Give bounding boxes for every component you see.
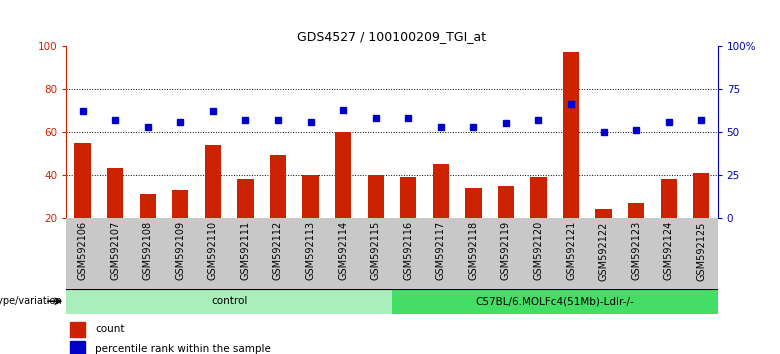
Bar xyxy=(555,218,587,289)
Text: GSM592111: GSM592111 xyxy=(240,221,250,280)
Bar xyxy=(66,218,99,289)
Text: GSM592109: GSM592109 xyxy=(176,221,186,280)
Bar xyxy=(197,218,229,289)
Text: count: count xyxy=(95,324,125,335)
Bar xyxy=(335,132,351,218)
Text: GSM592120: GSM592120 xyxy=(534,221,544,280)
Text: genotype/variation: genotype/variation xyxy=(0,296,62,306)
Bar xyxy=(490,218,523,289)
Text: GSM592115: GSM592115 xyxy=(370,221,381,280)
Bar xyxy=(433,164,449,218)
Bar xyxy=(327,218,360,289)
Bar xyxy=(563,52,580,218)
Text: GSM592107: GSM592107 xyxy=(110,221,120,280)
Bar xyxy=(620,218,652,289)
Text: GSM592116: GSM592116 xyxy=(403,221,413,280)
Text: GSM592122: GSM592122 xyxy=(598,221,608,281)
Bar xyxy=(172,190,189,218)
Bar xyxy=(294,218,327,289)
Bar xyxy=(367,175,384,218)
Text: GSM592108: GSM592108 xyxy=(143,221,153,280)
Text: GSM592118: GSM592118 xyxy=(468,221,478,280)
Bar xyxy=(66,289,392,314)
Bar xyxy=(69,322,85,337)
Bar xyxy=(107,169,123,218)
Bar xyxy=(74,143,90,218)
Title: GDS4527 / 100100209_TGI_at: GDS4527 / 100100209_TGI_at xyxy=(297,30,487,44)
Bar xyxy=(237,179,254,218)
Bar xyxy=(628,203,644,218)
Text: GSM592121: GSM592121 xyxy=(566,221,576,280)
Bar xyxy=(392,289,734,314)
Bar xyxy=(164,218,197,289)
Bar xyxy=(360,218,392,289)
Text: GSM592110: GSM592110 xyxy=(207,221,218,280)
Text: GSM592113: GSM592113 xyxy=(306,221,316,280)
Bar xyxy=(424,218,457,289)
Bar xyxy=(685,218,718,289)
Bar xyxy=(69,341,85,354)
Text: GSM592106: GSM592106 xyxy=(77,221,87,280)
Text: GSM592112: GSM592112 xyxy=(273,221,283,280)
Bar xyxy=(400,177,417,218)
Bar xyxy=(587,218,620,289)
Bar xyxy=(465,188,481,218)
Bar xyxy=(661,179,677,218)
Bar xyxy=(530,177,547,218)
Text: GSM592124: GSM592124 xyxy=(664,221,674,280)
Bar xyxy=(392,218,424,289)
Bar xyxy=(498,185,514,218)
Text: GSM592119: GSM592119 xyxy=(501,221,511,280)
Text: C57BL/6.MOLFc4(51Mb)-Ldlr-/-: C57BL/6.MOLFc4(51Mb)-Ldlr-/- xyxy=(475,296,634,306)
Text: GSM592114: GSM592114 xyxy=(338,221,348,280)
Bar xyxy=(303,175,319,218)
Bar xyxy=(140,194,156,218)
Text: GSM592125: GSM592125 xyxy=(697,221,707,281)
Text: control: control xyxy=(211,296,247,306)
Bar xyxy=(229,218,262,289)
Bar xyxy=(652,218,685,289)
Bar xyxy=(693,173,710,218)
Bar xyxy=(131,218,164,289)
Bar xyxy=(522,218,555,289)
Text: GSM592123: GSM592123 xyxy=(631,221,641,280)
Bar xyxy=(99,218,131,289)
Bar xyxy=(457,218,490,289)
Bar xyxy=(595,209,612,218)
Bar xyxy=(270,155,286,218)
Bar xyxy=(204,145,221,218)
Text: GSM592117: GSM592117 xyxy=(436,221,446,280)
Text: percentile rank within the sample: percentile rank within the sample xyxy=(95,343,271,354)
Bar xyxy=(262,218,294,289)
